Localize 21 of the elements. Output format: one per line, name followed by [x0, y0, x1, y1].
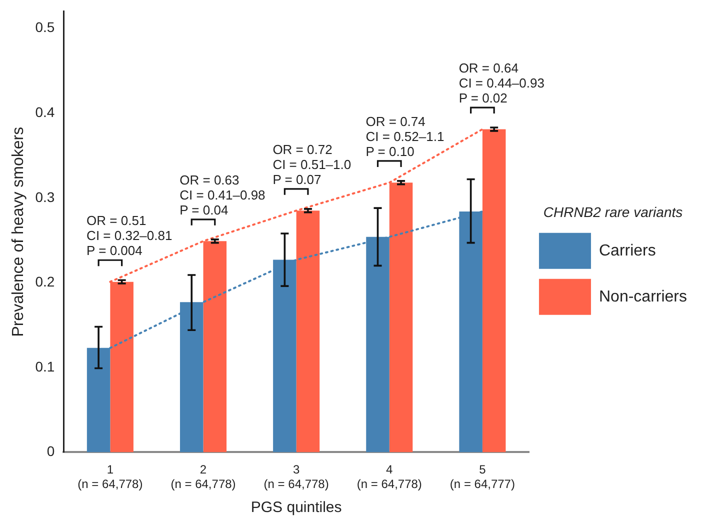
legend-title: CHRNB2 rare variants	[543, 204, 683, 220]
legend-label: Carriers	[598, 242, 656, 260]
x-tick-label: 2 (n = 64,778)	[170, 462, 236, 492]
y-tick-label: 0.1	[35, 358, 55, 374]
y-tick-label: 0	[46, 443, 55, 460]
legend-label: Non-carriers	[598, 288, 687, 306]
y-tick-label: 0.5	[35, 19, 55, 36]
annotation: OR = 0.74 CI = 0.52–1.1 P = 0.10	[366, 114, 444, 159]
annotation: OR = 0.63 CI = 0.41–0.98 P = 0.04	[180, 172, 266, 218]
y-tick-label: 0.3	[35, 188, 55, 205]
y-tick-label: 0.4	[35, 104, 55, 120]
x-tick-label: 3 (n = 64,778)	[264, 462, 329, 492]
annotation: OR = 0.64 CI = 0.44–0.93 P = 0.02	[458, 60, 544, 106]
annotation: OR = 0.51 CI = 0.32–0.81 P = 0.004	[86, 213, 172, 258]
x-tick-label: 1 (n = 64,778)	[78, 462, 143, 492]
x-tick-label: 5 (n = 64,777)	[450, 462, 515, 492]
y-tick-label: 0.2	[35, 274, 55, 290]
x-axis-title: PGS quintiles	[250, 499, 342, 516]
annotation: OR = 0.72 CI = 0.51–1.0 P = 0.07	[272, 142, 352, 187]
y-axis-title: Prevalence of heavy smokers	[10, 126, 28, 337]
x-tick-label: 4 (n = 64,778)	[356, 462, 422, 492]
